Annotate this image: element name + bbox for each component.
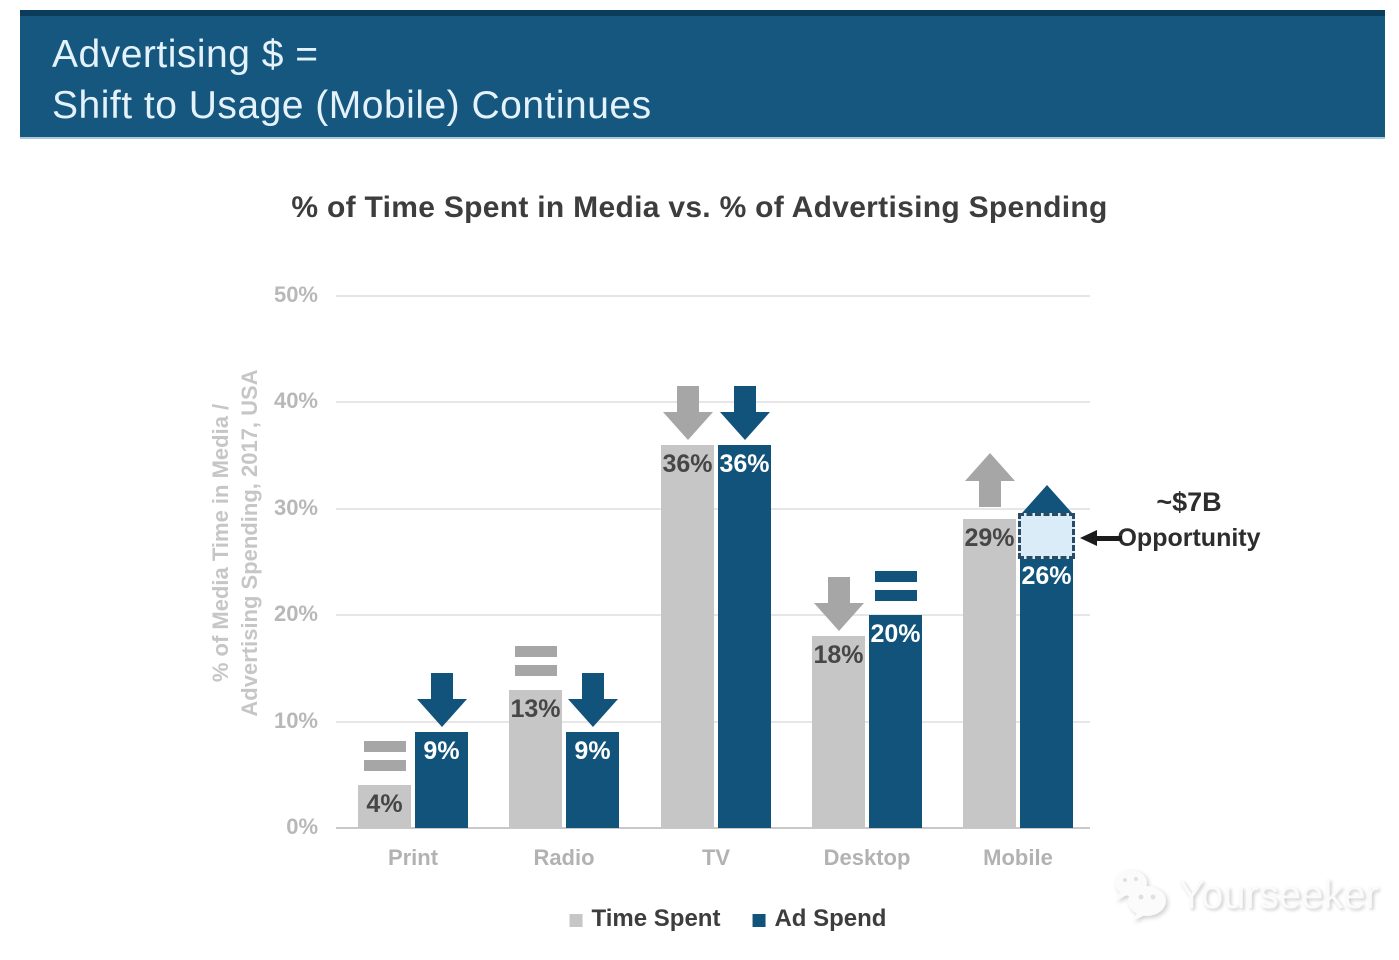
category-label-mobile: Mobile — [983, 845, 1053, 870]
indicator-ad-spend-desktop-flat-line-icon — [874, 590, 917, 602]
category-label-tv: TV — [701, 845, 731, 870]
indicator-time-spent-print-flat-line-icon — [363, 760, 406, 772]
banner-title-line2: Shift to Usage (Mobile) Continues — [52, 84, 652, 127]
bar-value-label-time-spent-desktop: 18% — [813, 641, 864, 670]
category-label-radio: Radio — [533, 845, 595, 870]
bar-value-label-time-spent-tv: 36% — [662, 449, 713, 478]
legend-label-time-spent: Time Spent — [591, 905, 721, 932]
opportunity-gap-box — [1018, 513, 1075, 560]
indicator-ad-spend-radio-down-arrow-icon — [567, 699, 618, 728]
y-tick-label-50: 50% — [273, 282, 318, 307]
indicator-time-spent-radio-flat-line-icon — [514, 645, 557, 657]
bar-value-label-ad-spend-desktop: 20% — [870, 620, 921, 649]
y-tick-label-10: 10% — [273, 707, 318, 733]
y-tick-label-0: 0% — [286, 814, 318, 839]
opportunity-value: ~$7B — [1156, 487, 1222, 517]
grid-line-40 — [336, 401, 1090, 404]
indicator-time-spent-mobile-up-arrow-stem — [978, 480, 1001, 508]
bar-ad-spend-tv — [718, 444, 771, 828]
indicator-time-spent-print-flat-line-icon — [363, 741, 406, 753]
banner-title-line1: Advertising $ = — [52, 33, 319, 76]
indicator-time-spent-mobile-up-arrow-icon — [964, 453, 1015, 482]
chart-legend: Time Spent Ad Spend — [569, 905, 886, 933]
bar-time-spent-radio — [509, 689, 562, 828]
indicator-ad-spend-tv-down-arrow-stem — [733, 385, 756, 413]
indicator-ad-spend-mobile-up-arrow-icon — [1021, 485, 1072, 514]
legend-item-ad-spend: Ad Spend — [752, 905, 886, 933]
indicator-time-spent-radio-flat-line-icon — [514, 664, 557, 676]
indicator-time-spent-tv-down-arrow-icon — [662, 411, 713, 440]
ad-spend-swatch-icon — [752, 913, 766, 927]
indicator-time-spent-tv-down-arrow-stem — [676, 385, 699, 413]
grid-line-50 — [336, 295, 1090, 297]
opportunity-label: Opportunity — [1117, 524, 1261, 552]
left-arrow-line — [1096, 536, 1122, 541]
bar-value-label-time-spent-mobile: 29% — [964, 524, 1015, 553]
grid-line-0 — [336, 827, 1090, 829]
bar-time-spent-desktop — [812, 636, 865, 828]
bar-ad-spend-radio — [566, 732, 619, 828]
legend-item-time-spent: Time Spent — [569, 905, 721, 933]
left-arrow-icon — [1080, 530, 1097, 546]
legend-label-ad-spend: Ad Spend — [774, 905, 887, 932]
indicator-time-spent-desktop-down-arrow-stem — [827, 577, 850, 605]
indicator-ad-spend-radio-down-arrow-stem — [581, 673, 604, 701]
bar-value-label-ad-spend-mobile: 26% — [1021, 562, 1072, 591]
bar-ad-spend-desktop — [869, 615, 922, 828]
indicator-ad-spend-tv-down-arrow-icon — [719, 411, 770, 440]
bar-value-label-ad-spend-tv: 36% — [719, 449, 770, 478]
watermark: Yourseeker — [1112, 868, 1379, 922]
bar-time-spent-print — [358, 785, 411, 828]
chart-title: % of Time Spent in Media vs. % of Advert… — [291, 191, 1108, 224]
bar-value-label-ad-spend-print: 9% — [423, 737, 460, 766]
watermark-label: Yourseeker — [1178, 872, 1379, 917]
bar-ad-spend-mobile — [1020, 551, 1073, 828]
bar-value-label-time-spent-print: 4% — [366, 790, 403, 819]
bar-value-label-time-spent-radio: 13% — [510, 694, 561, 723]
indicator-ad-spend-print-down-arrow-stem — [430, 673, 453, 701]
bar-time-spent-mobile — [963, 519, 1016, 828]
y-tick-label-40: 40% — [273, 388, 318, 414]
wechat-icon — [1115, 870, 1166, 921]
time-spent-swatch-icon — [569, 913, 583, 927]
y-tick-label-20: 20% — [273, 601, 318, 627]
indicator-time-spent-desktop-down-arrow-icon — [813, 603, 864, 632]
y-tick-label-30: 30% — [273, 494, 318, 520]
header-banner: Advertising $ = Shift to Usage (Mobile) … — [20, 10, 1385, 139]
bar-value-label-ad-spend-radio: 9% — [574, 737, 611, 766]
bar-ad-spend-print — [415, 732, 468, 828]
bar-time-spent-tv — [661, 444, 714, 828]
category-label-print: Print — [387, 845, 439, 870]
indicator-ad-spend-desktop-flat-line-icon — [874, 571, 917, 583]
category-label-desktop: Desktop — [823, 845, 911, 870]
indicator-ad-spend-print-down-arrow-icon — [416, 699, 467, 728]
